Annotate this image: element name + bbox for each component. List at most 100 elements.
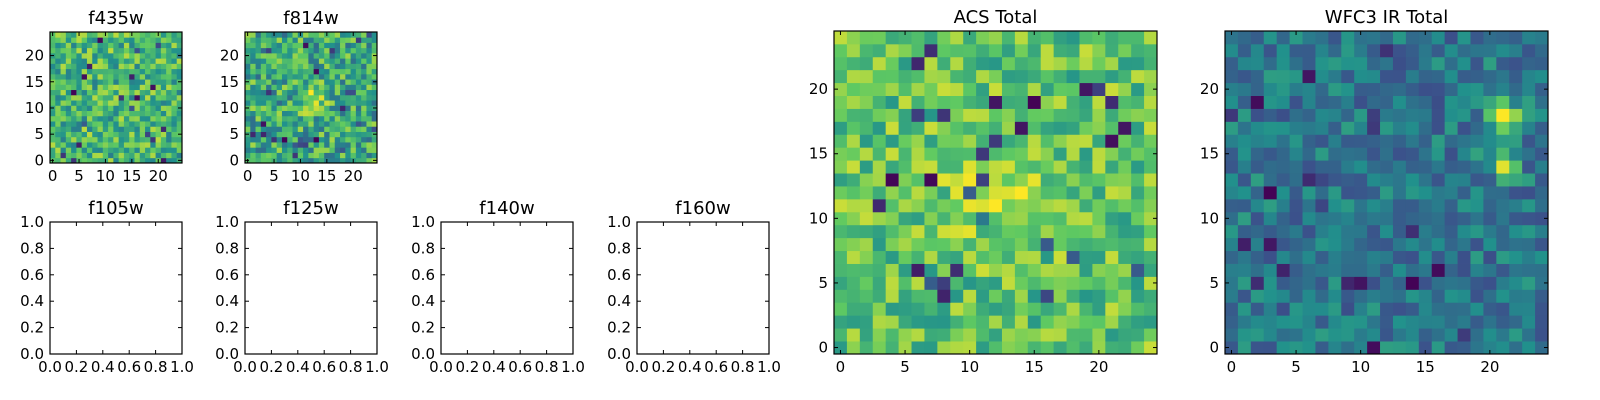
- heatmap-cell: [1066, 56, 1080, 71]
- heatmap-cell: [1105, 121, 1119, 135]
- heatmap-cell: [1001, 121, 1016, 135]
- heatmap-cell: [102, 47, 109, 54]
- heatmap-cell: [281, 147, 288, 153]
- heatmap-cell: [898, 160, 912, 174]
- heatmap-cell: [834, 108, 848, 122]
- heatmap-cell: [361, 126, 367, 132]
- y-tick-label: 20: [809, 80, 828, 98]
- heatmap-cell: [834, 69, 848, 84]
- heatmap-cell: [1079, 315, 1093, 329]
- heatmap-cell: [1250, 31, 1265, 45]
- heatmap-cell: [885, 276, 899, 290]
- heatmap-cell: [176, 152, 183, 159]
- heatmap-cell: [250, 121, 256, 127]
- heatmap-cell: [155, 147, 162, 153]
- heatmap-cell: [371, 84, 378, 91]
- heatmap-cell: [1225, 43, 1239, 58]
- heatmap-cell: [65, 94, 72, 101]
- heatmap-cell: [1483, 56, 1497, 71]
- heatmap-cell: [1509, 160, 1523, 174]
- heatmap-cell: [271, 63, 278, 70]
- heatmap-cell: [76, 126, 83, 132]
- heatmap-cell: [250, 131, 256, 138]
- heatmap-cell: [366, 157, 373, 164]
- heatmap-cell: [1144, 211, 1158, 226]
- heatmap-cell: [1001, 43, 1016, 58]
- heatmap-cell: [92, 136, 98, 143]
- x-tick-label: 0.4: [678, 358, 702, 376]
- heatmap-cell: [334, 37, 341, 43]
- heatmap-cell: [297, 42, 304, 49]
- heatmap-cell: [950, 263, 964, 277]
- heatmap-cell: [313, 115, 320, 122]
- x-tick-label: 10: [291, 167, 310, 185]
- heatmap-cell: [1105, 276, 1119, 290]
- heatmap-cell: [1131, 263, 1145, 277]
- heatmap-cell: [366, 131, 373, 138]
- heatmap-cell: [1380, 134, 1394, 148]
- heatmap-cell: [361, 152, 367, 159]
- heatmap-cell: [118, 89, 125, 96]
- heatmap-cell: [1444, 224, 1458, 239]
- heatmap-cell: [97, 126, 104, 132]
- heatmap-cell: [155, 126, 162, 132]
- heatmap-cell: [160, 100, 167, 106]
- heatmap-cell: [1237, 198, 1252, 213]
- heatmap-cell: [1535, 224, 1549, 239]
- heatmap-cell: [1367, 43, 1381, 58]
- heatmap-cell: [340, 100, 346, 106]
- heatmap-cell: [1118, 82, 1132, 96]
- heatmap-cell: [963, 56, 977, 71]
- heatmap-cell: [260, 126, 267, 132]
- heatmap-cell: [1040, 56, 1055, 71]
- heatmap-cell: [937, 173, 951, 187]
- heatmap-cell: [872, 237, 887, 252]
- heatmap-cell: [846, 82, 861, 96]
- heatmap-cell: [898, 289, 912, 303]
- heatmap-cell: [834, 211, 848, 226]
- heatmap-cell: [1250, 250, 1265, 264]
- heatmap-cell: [81, 157, 88, 164]
- heatmap-cell: [297, 147, 304, 153]
- heatmap-cell: [1354, 160, 1368, 174]
- heatmap-cell: [1053, 315, 1067, 329]
- heatmap-cell: [260, 121, 267, 127]
- heatmap-cell: [271, 79, 278, 85]
- heatmap-cell: [60, 47, 67, 54]
- heatmap-cell: [318, 42, 325, 49]
- heatmap-cell: [1328, 82, 1342, 96]
- heatmap-cell: [150, 37, 156, 43]
- heatmap-cell: [255, 121, 262, 127]
- heatmap-cell: [1276, 160, 1290, 174]
- heatmap-cell: [108, 68, 114, 75]
- heatmap-cell: [303, 63, 309, 70]
- heatmap-cell: [1079, 289, 1093, 303]
- heatmap-cell: [911, 302, 925, 316]
- heatmap-cell: [924, 31, 938, 45]
- heatmap-cell: [1092, 186, 1106, 200]
- heatmap-cell: [1496, 95, 1510, 109]
- heatmap-cell: [318, 68, 325, 75]
- heatmap-cell: [71, 126, 77, 132]
- heatmap-cell: [281, 105, 288, 111]
- y-tick-label: 20: [1200, 80, 1219, 98]
- heatmap-cell: [1302, 43, 1316, 58]
- heatmap-cell: [55, 52, 61, 59]
- heatmap-cell: [313, 89, 320, 96]
- heatmap-cell: [334, 32, 341, 38]
- heatmap-cell: [340, 94, 346, 101]
- heatmap-cell: [1092, 173, 1106, 187]
- heatmap-cell: [963, 341, 977, 355]
- heatmap-cell: [76, 89, 83, 96]
- heatmap-cell: [1027, 263, 1042, 277]
- heatmap-cell: [176, 58, 183, 64]
- panel-title: f814w: [283, 8, 338, 29]
- heatmap-cell: [166, 47, 172, 54]
- heatmap-cell: [1079, 31, 1093, 45]
- heatmap-cell: [318, 142, 325, 148]
- heatmap-cell: [976, 328, 990, 342]
- heatmap-cell: [1431, 341, 1446, 355]
- heatmap-cell: [334, 115, 341, 122]
- heatmap-cell: [1444, 31, 1458, 45]
